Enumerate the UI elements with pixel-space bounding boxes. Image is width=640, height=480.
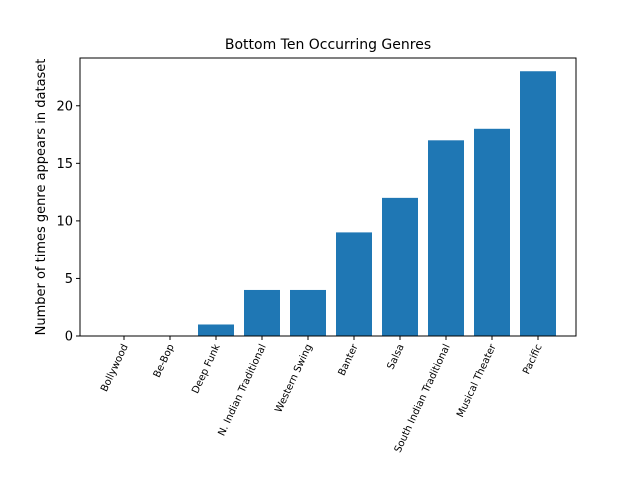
y-tick-label: 5	[65, 272, 73, 287]
x-tick-label: Be-Bop	[152, 343, 177, 380]
plot-frame	[79, 57, 577, 337]
bar-western-swing	[290, 289, 326, 336]
x-tick-label: Pacific	[521, 343, 544, 376]
x-tick-label: Salsa	[386, 343, 407, 372]
bars-group	[198, 71, 556, 336]
x-tick-label: Bollywood	[99, 343, 131, 394]
y-axis: 0 5 10 15 20	[56, 99, 80, 345]
bar-musical-theater	[474, 128, 510, 336]
bar-south-indian-traditional	[428, 140, 464, 336]
y-axis-label: Number of times genre appears in dataset	[34, 59, 49, 336]
x-tick-label: Deep Funk	[190, 342, 223, 395]
x-tick-label: N. Indian Traditional	[217, 343, 269, 438]
x-tick-label: Western Swing	[273, 343, 314, 415]
x-tick-label: South Indian Traditional	[393, 343, 453, 455]
x-tick-label: Musical Theater	[455, 342, 499, 419]
y-tick-label: 15	[56, 157, 73, 172]
bar-n-indian-traditional	[244, 289, 280, 336]
chart-title: Bottom Ten Occurring Genres	[225, 37, 431, 53]
bar-deep-funk	[198, 324, 234, 336]
x-tick-label: Banter	[337, 342, 362, 378]
bar-banter	[336, 232, 372, 336]
bar-pacific	[520, 71, 556, 336]
y-tick-label: 10	[56, 214, 73, 229]
y-tick-label: 20	[56, 99, 73, 114]
bar-salsa	[382, 197, 418, 336]
y-tick-label: 0	[65, 330, 73, 345]
